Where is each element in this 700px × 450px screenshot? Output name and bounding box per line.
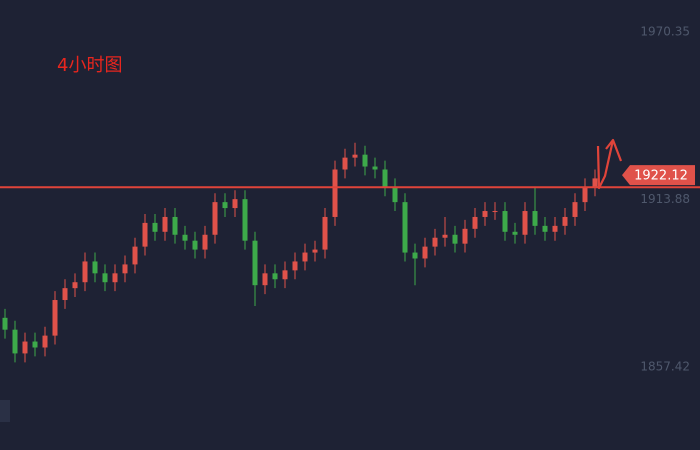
candle-body <box>352 154 358 158</box>
candle-body <box>142 222 148 247</box>
candle-body <box>362 154 368 167</box>
candle-body <box>502 211 508 232</box>
candle-body <box>422 246 428 259</box>
candle-body <box>382 169 388 188</box>
candle-body <box>272 273 278 280</box>
candle-body <box>82 261 88 283</box>
candle-body <box>102 273 108 283</box>
candle-body <box>222 202 228 209</box>
candle-body <box>452 234 458 244</box>
candle-body <box>2 317 8 330</box>
side-tab <box>0 400 10 422</box>
candle-body <box>92 261 98 274</box>
candle-body <box>212 202 218 235</box>
candle-body <box>52 300 58 336</box>
candle-body <box>202 234 208 250</box>
candle-body <box>62 288 68 301</box>
candle-body <box>512 231 518 235</box>
candle-body <box>312 249 318 253</box>
candle-body <box>232 199 238 209</box>
annotation-arrow <box>596 138 623 190</box>
candle-body <box>562 216 568 226</box>
candle-body <box>472 216 478 229</box>
candle-body <box>432 237 438 247</box>
candle-body <box>132 246 138 265</box>
candle-body <box>42 335 48 348</box>
candle-body <box>372 166 378 170</box>
candle-body <box>262 273 268 286</box>
candle-body <box>442 234 448 238</box>
candle-body <box>482 211 488 217</box>
candle-body <box>182 234 188 241</box>
candle-body <box>122 264 128 274</box>
y-tick-label: 1857.42 <box>640 360 690 374</box>
price-tag-label: 1922.12 <box>634 169 688 184</box>
candle-body <box>322 216 328 250</box>
candle-body <box>332 169 338 217</box>
candle-body <box>192 240 198 250</box>
candle-body <box>552 225 558 232</box>
price-tag <box>622 165 695 186</box>
candle-body <box>412 252 418 259</box>
y-tick-label: 1913.88 <box>640 192 690 206</box>
plot-area <box>2 142 598 363</box>
candle-body <box>32 341 38 348</box>
candle-body <box>532 211 538 226</box>
candle-body <box>582 187 588 203</box>
candle-body <box>592 178 598 188</box>
candle-body <box>402 202 408 253</box>
candle-body <box>392 187 398 203</box>
y-tick-label: 1970.35 <box>640 25 690 39</box>
chart-title: 4小时图 <box>57 55 122 76</box>
candle-body <box>462 228 468 244</box>
candle-body <box>12 329 18 354</box>
candle-body <box>242 199 248 241</box>
candle-body <box>522 211 528 235</box>
candle-body <box>282 270 288 280</box>
candle-body <box>152 222 158 232</box>
candle-body <box>292 261 298 271</box>
candle-body <box>492 211 498 213</box>
candle-body <box>72 282 78 289</box>
candle-body <box>22 341 28 354</box>
candle-body <box>172 216 178 235</box>
candle-body <box>342 157 348 170</box>
candle-body <box>302 252 308 262</box>
candle-body <box>252 240 258 286</box>
candle-body <box>112 273 118 283</box>
candle-body <box>162 216 168 232</box>
candle-body <box>542 225 548 232</box>
candle-body <box>572 202 578 217</box>
